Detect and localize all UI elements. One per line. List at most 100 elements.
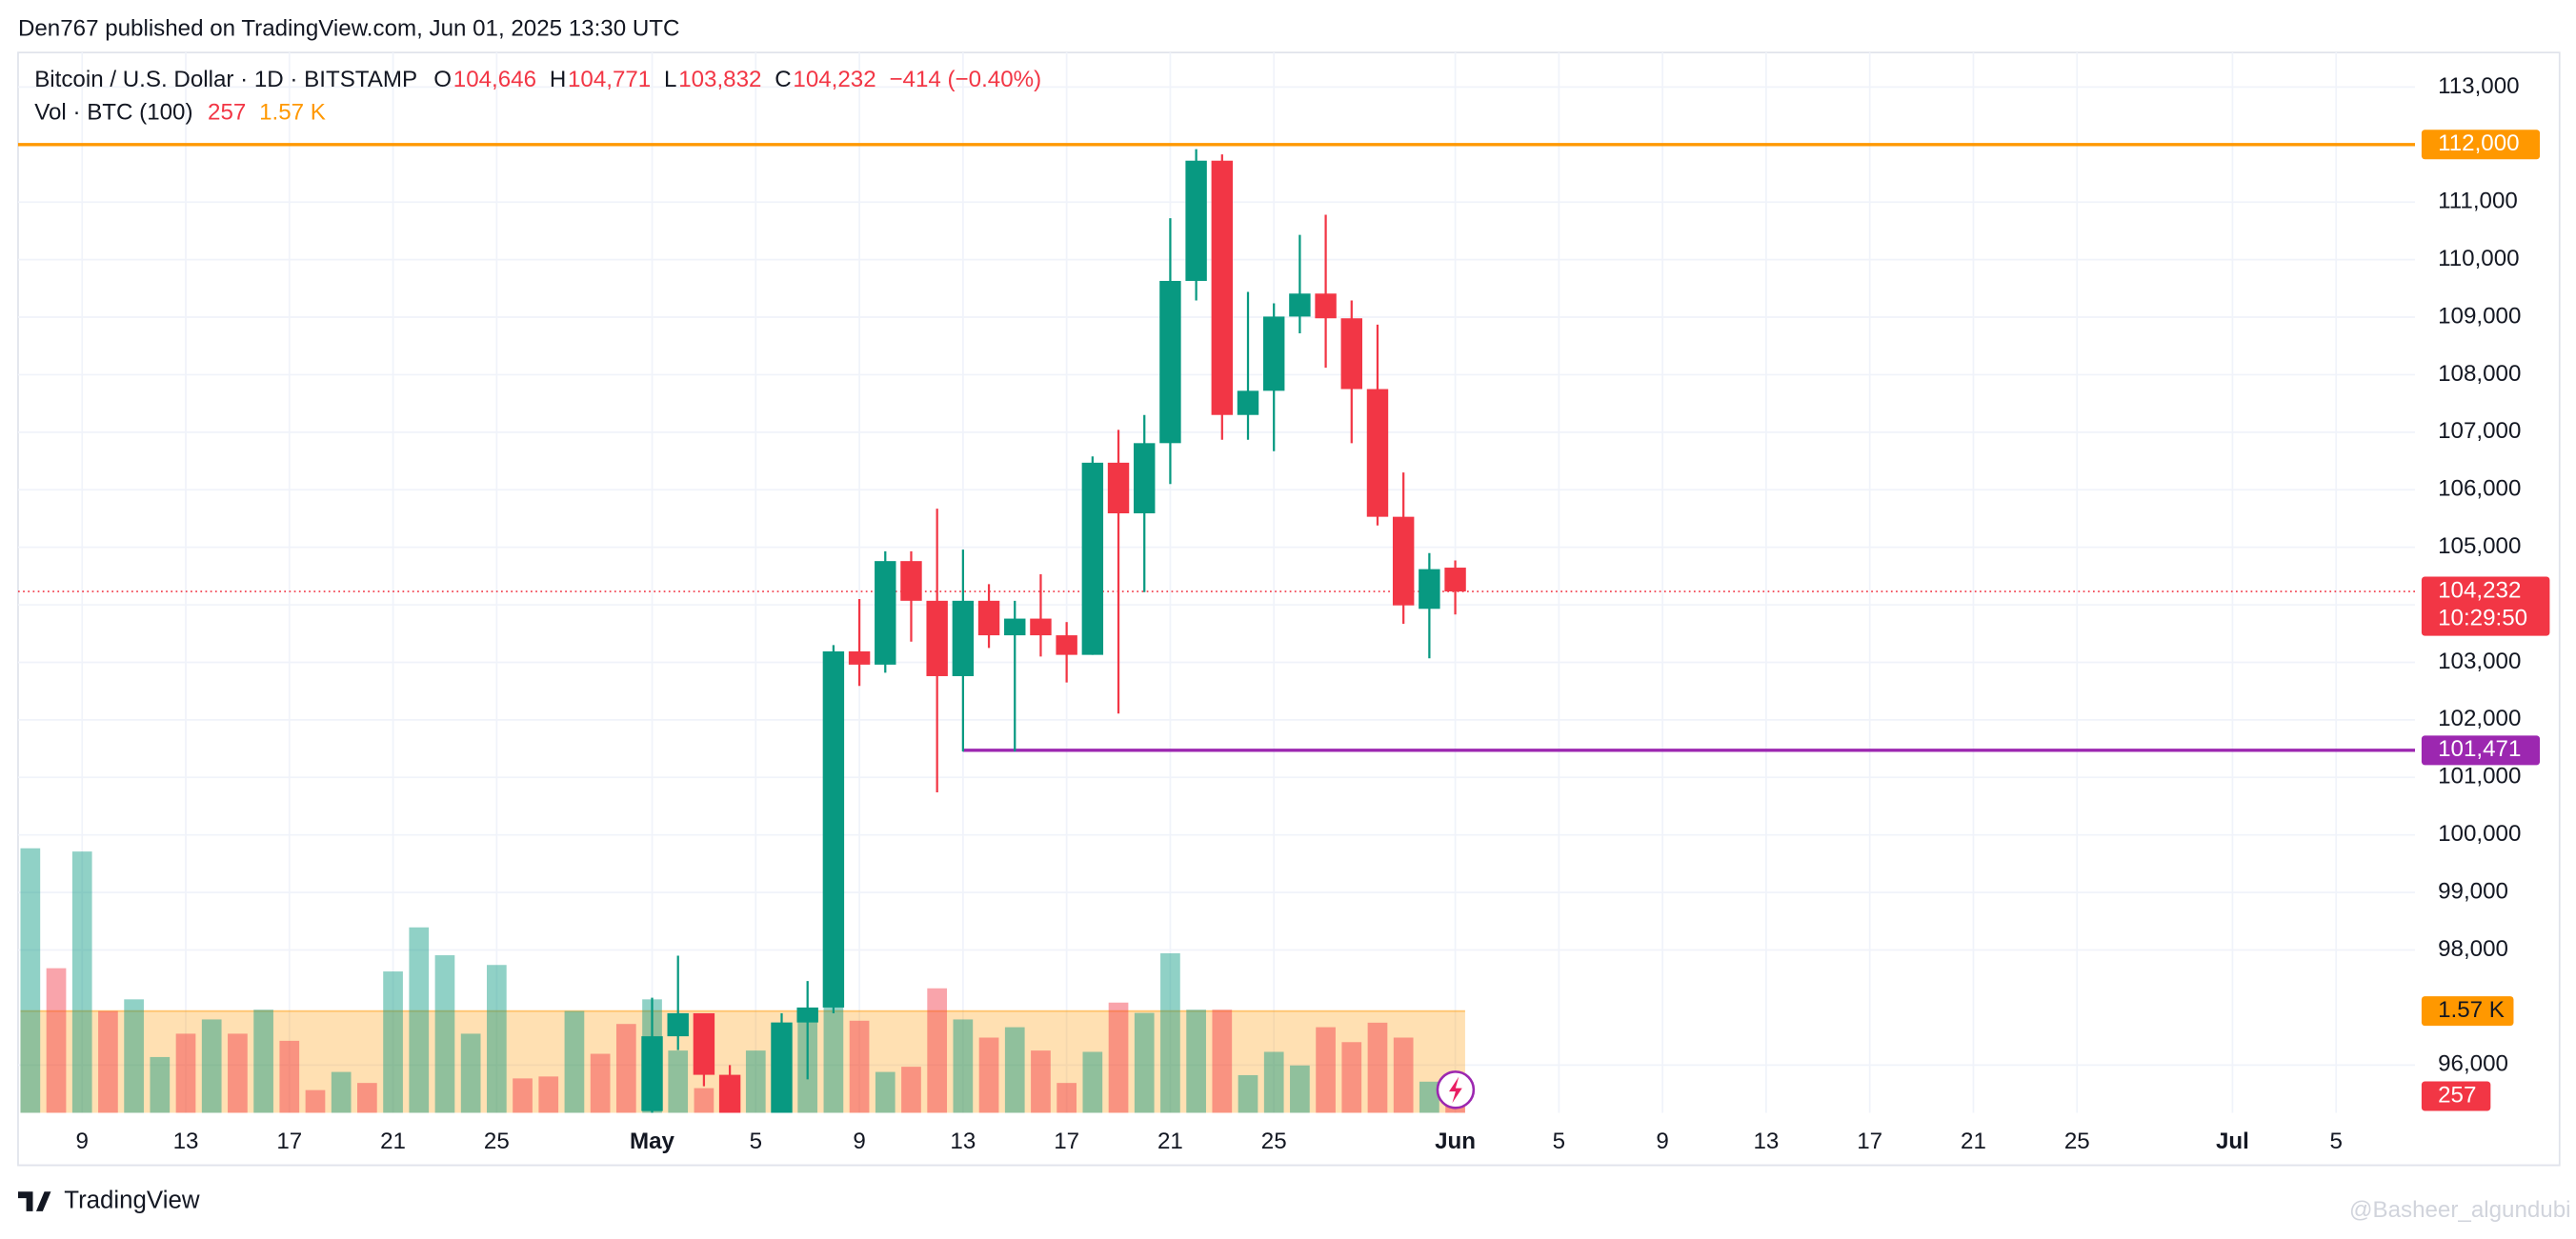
x-tick-label: Jun (1435, 1129, 1476, 1154)
volume-bar (694, 1088, 714, 1113)
volume-bar (564, 1010, 585, 1113)
y-tick-label: 103,000 (2438, 649, 2521, 674)
x-tick-label: 25 (484, 1129, 510, 1154)
x-tick-label: 13 (950, 1129, 976, 1154)
x-tick-label: 9 (1656, 1129, 1668, 1154)
x-tick-label: 13 (1753, 1129, 1779, 1154)
volume-bar (124, 999, 144, 1113)
ohlc-value: 104,646 (453, 67, 536, 92)
candle-body (1056, 635, 1077, 655)
y-tick-label: 107,000 (2438, 418, 2521, 444)
y-tick-label: 98,000 (2438, 936, 2508, 962)
ohlc-key: C (775, 67, 791, 92)
candle-body (900, 561, 922, 601)
volume-bar (305, 1089, 326, 1113)
candle-body (1262, 316, 1285, 391)
watermark: @Basheer_algundubi (2349, 1197, 2570, 1223)
levels (17, 143, 2415, 752)
volume-bar (849, 1020, 870, 1113)
y-tick-label: 101,000 (2438, 764, 2521, 789)
volume-bar (745, 1050, 766, 1113)
volume-bar (201, 1019, 222, 1113)
volume-bar (331, 1071, 352, 1113)
level-tag-label: 101,471 (2438, 736, 2521, 762)
volume-bar (279, 1040, 300, 1113)
candle-body (1315, 293, 1337, 319)
x-tick-label: 5 (750, 1129, 762, 1154)
ohlc-value: 104,771 (568, 67, 651, 92)
level-tag (2421, 130, 2541, 160)
legend: Bitcoin / U.S. Dollar · 1D · BITSTAMP Vo… (34, 67, 1041, 125)
volume-bar (383, 971, 403, 1113)
change-value: −414 (−0.40%) (889, 67, 1041, 92)
y-tick-label: 102,000 (2438, 706, 2521, 731)
candle-body (693, 1012, 715, 1075)
volume-bar (1212, 1009, 1233, 1113)
y-tick-label: 111,000 (2438, 189, 2518, 214)
candle-body (641, 1036, 663, 1111)
volume-bar (150, 1056, 171, 1113)
candle-body (1444, 568, 1466, 592)
y-tick-label: 96,000 (2438, 1051, 2508, 1077)
candle-body (848, 650, 871, 665)
volume-bar (1393, 1037, 1414, 1113)
volume-bar (98, 1010, 118, 1113)
volume-bar (1031, 1050, 1051, 1113)
candle-body (1340, 318, 1362, 390)
axes: 96,000 98,000 99,000 100,000 101,000 102,000 1… (76, 73, 2550, 1154)
ohlc-value: 103,832 (678, 67, 761, 92)
volume-bar (513, 1078, 533, 1113)
countdown-label: 10:29:50 (2438, 606, 2527, 631)
level-tag-label: 112,000 (2438, 130, 2519, 156)
y-tick-label: 109,000 (2438, 303, 2521, 329)
ohlc-key: L (664, 67, 676, 92)
publish-header: Den767 published on TradingView.com, Jun… (18, 15, 679, 41)
x-tick-label: 9 (76, 1129, 89, 1154)
volume-bar (1057, 1083, 1077, 1113)
volume-bar (590, 1053, 611, 1113)
y-tick-label: 106,000 (2438, 476, 2521, 502)
y-tick-label: 100,000 (2438, 821, 2521, 847)
volume-bar (1367, 1022, 1388, 1113)
assistant-icon (1436, 1070, 1476, 1109)
candle-body (718, 1074, 741, 1113)
volume-bar (1108, 1002, 1129, 1113)
volume-bar (228, 1033, 248, 1113)
volume-last-tag-label: 257 (2438, 1082, 2476, 1108)
volume-bar (357, 1083, 377, 1113)
candle-body (667, 1012, 689, 1037)
y-tick-label: 105,000 (2438, 533, 2521, 559)
volume-bar (668, 1050, 689, 1113)
candle-body (926, 600, 948, 676)
volume-bar (71, 851, 92, 1113)
volume-bar (901, 1067, 921, 1113)
x-tick-label: 17 (276, 1129, 302, 1154)
level-tag (2421, 735, 2541, 766)
candle-body (796, 1007, 818, 1023)
ohlc-key: O (433, 67, 452, 92)
volume-bar (20, 848, 41, 1113)
volume-ma-tag (2421, 996, 2514, 1027)
x-tick-label: Jul (2216, 1129, 2249, 1154)
volume-pane (20, 848, 1465, 1113)
candle-body (1159, 280, 1181, 444)
volume-bar (875, 1071, 896, 1113)
volume-bar (927, 988, 948, 1113)
candle-body (1289, 293, 1311, 317)
candle-body (1366, 389, 1389, 517)
volume-bar (823, 1004, 844, 1113)
volume-bar (1160, 953, 1180, 1113)
footer: TradingView @Basheer_algundubi (17, 1187, 2570, 1223)
candle-body (1185, 160, 1207, 281)
candle-body (822, 650, 845, 1008)
volume-bar (615, 1024, 636, 1113)
candle-body (1211, 160, 1234, 415)
x-tick-label: 5 (2329, 1129, 2342, 1154)
candle-body (1081, 462, 1104, 655)
ohlc-key: H (550, 67, 566, 92)
y-tick-label: 113,000 (2438, 73, 2519, 99)
volume-ma-area (20, 1010, 1465, 1113)
candle-body (1004, 618, 1026, 636)
